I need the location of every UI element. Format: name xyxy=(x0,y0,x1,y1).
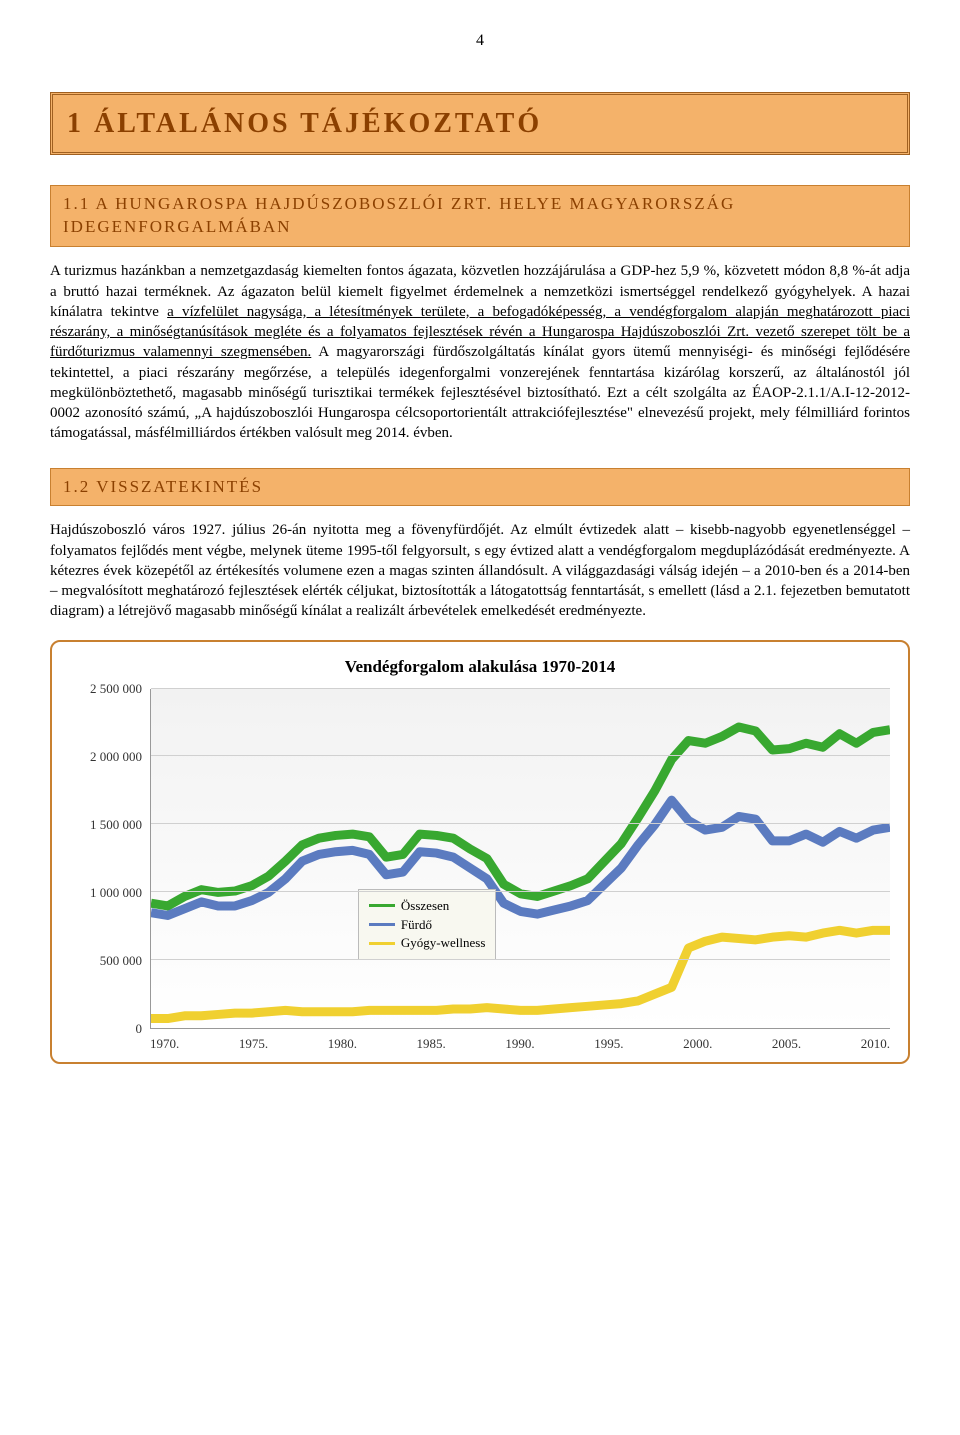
section-banner: 1 ÁLTALÁNOS TÁJÉKOZTATÓ xyxy=(50,92,910,156)
y-tick-label: 0 xyxy=(136,1020,143,1038)
x-tick-label: 1990. xyxy=(505,1035,534,1053)
legend-row: Fürdő xyxy=(369,916,486,934)
subsection-2-title: 1.2 VISSZATEKINTÉS xyxy=(63,476,897,499)
legend-label: Összesen xyxy=(401,897,449,915)
legend-swatch xyxy=(369,904,395,907)
legend-row: Gyógy-wellness xyxy=(369,934,486,952)
page-number: 4 xyxy=(50,30,910,52)
section-title: 1 ÁLTALÁNOS TÁJÉKOZTATÓ xyxy=(67,105,893,143)
series-osszesen xyxy=(151,727,890,906)
legend-swatch xyxy=(369,942,395,945)
paragraph-1: A turizmus hazánkban a nemzetgazdaság ki… xyxy=(50,261,910,443)
chart-legend: ÖsszesenFürdőGyógy-wellness xyxy=(358,889,497,960)
y-axis: 0500 0001 000 0001 500 0002 000 0002 500… xyxy=(70,689,150,1029)
x-tick-label: 2000. xyxy=(683,1035,712,1053)
subsection-banner-2: 1.2 VISSZATEKINTÉS xyxy=(50,468,910,507)
grid-line xyxy=(151,891,890,892)
legend-swatch xyxy=(369,923,395,926)
y-tick-label: 2 500 000 xyxy=(90,680,142,698)
grid-line xyxy=(151,688,890,689)
chart-frame: Vendégforgalom alakulása 1970-2014 0 500 … xyxy=(50,640,910,1064)
plot-area: ÖsszesenFürdőGyógy-wellness xyxy=(150,689,890,1029)
grid-line xyxy=(151,755,890,756)
legend-label: Fürdő xyxy=(401,916,432,934)
subsection-1-title: 1.1 A HUNGAROSPA HAJDÚSZOBOSZLÓI ZRT. HE… xyxy=(63,193,897,239)
y-tick-label: 500 000 xyxy=(100,952,142,970)
y-tick-label: 2 000 000 xyxy=(90,748,142,766)
x-tick-label: 1985. xyxy=(417,1035,446,1053)
x-tick-label: 1995. xyxy=(594,1035,623,1053)
grid-line xyxy=(151,823,890,824)
y-tick-label: 1 500 000 xyxy=(90,816,142,834)
chart-title: Vendégforgalom alakulása 1970-2014 xyxy=(70,656,890,679)
x-tick-label: 1975. xyxy=(239,1035,268,1053)
x-tick-label: 1980. xyxy=(328,1035,357,1053)
y-tick-label: 1 000 000 xyxy=(90,884,142,902)
paragraph-2: Hajdúszoboszló város 1927. július 26-án … xyxy=(50,520,910,621)
chart-area: 0500 0001 000 0001 500 0002 000 0002 500… xyxy=(70,689,890,1029)
chart-svg xyxy=(151,689,890,1028)
x-tick-label: 2010. xyxy=(861,1035,890,1053)
x-tick-label: 1970. xyxy=(150,1035,179,1053)
legend-row: Összesen xyxy=(369,897,486,915)
legend-label: Gyógy-wellness xyxy=(401,934,486,952)
grid-line xyxy=(151,959,890,960)
x-axis: 1970. 1975. 1980. 1985. 1990. 1995. 2000. 2005.… xyxy=(150,1035,890,1053)
subsection-banner-1: 1.1 A HUNGAROSPA HAJDÚSZOBOSZLÓI ZRT. HE… xyxy=(50,185,910,247)
x-tick-label: 2005. xyxy=(772,1035,801,1053)
series-gyogy xyxy=(151,930,890,1018)
